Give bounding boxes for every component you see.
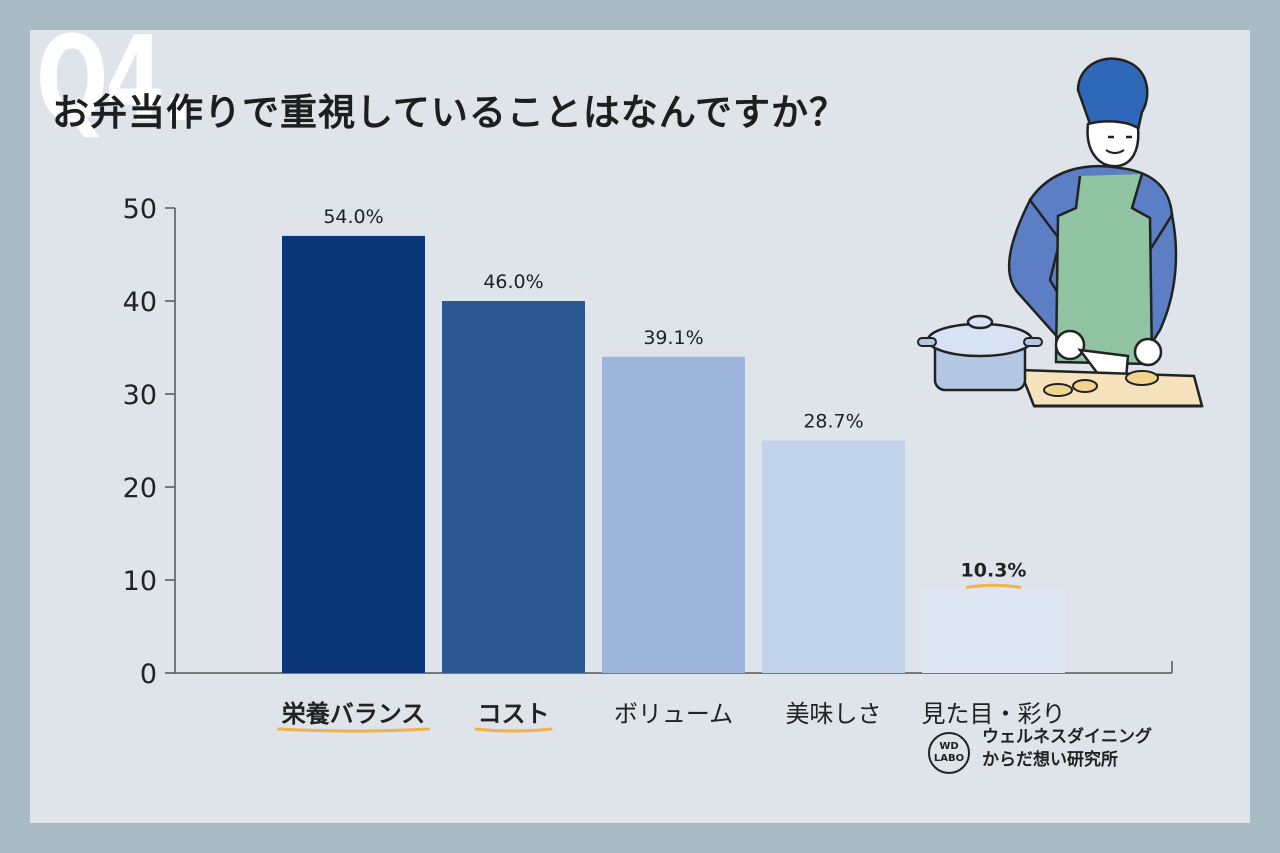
y-tick-label: 40 <box>123 287 157 318</box>
logo-badge-line1: WD <box>939 741 959 752</box>
chart-title: お弁当作りで重視していることはなんですか？ <box>52 91 848 134</box>
x-tick-label: 美味しさ <box>786 700 882 728</box>
y-tick-label: 30 <box>123 380 157 411</box>
bar <box>282 235 425 673</box>
x-tick-label: 栄養バランス <box>281 700 426 728</box>
bar <box>922 589 1065 673</box>
bar <box>762 440 905 673</box>
y-tick-label: 20 <box>123 473 157 504</box>
logo-text-line2: からだ想い研究所 <box>982 750 1118 770</box>
x-tick-label: 見た目・彩り <box>922 700 1066 728</box>
data-label: 10.3% <box>961 559 1027 581</box>
y-tick-label: 10 <box>123 566 157 597</box>
x-tick-label: ボリューム <box>614 700 733 728</box>
x-tick-label-underline <box>474 727 553 733</box>
logo-badge-line2: LABO <box>933 753 965 764</box>
logo-text-line1: ウェルネスダイニング <box>982 727 1152 747</box>
cooking-person-illustration <box>917 57 1204 408</box>
bar <box>602 356 745 673</box>
logo-text: ウェルネスダイニング からだ想い研究所 <box>982 726 1152 772</box>
y-tick-label: 0 <box>140 659 157 690</box>
data-label: 54.0% <box>323 206 383 228</box>
y-tick-label: 50 <box>123 194 157 225</box>
data-label: 28.7% <box>803 411 863 433</box>
logo-badge: WD LABO <box>928 732 970 774</box>
data-label-underline <box>965 583 1022 589</box>
data-label: 39.1% <box>643 327 703 349</box>
x-tick-label: コスト <box>478 700 550 728</box>
bar <box>442 301 585 673</box>
question-number: Q4. <box>36 10 194 148</box>
x-tick-label-underline <box>277 727 430 733</box>
wd-labo-logo: WD LABO ウェルネスダイニング からだ想い研究所 <box>926 712 1186 782</box>
data-label: 46.0% <box>483 271 543 293</box>
